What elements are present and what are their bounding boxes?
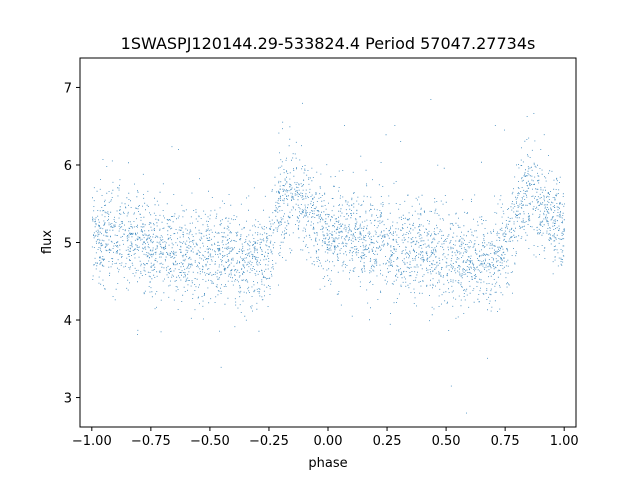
y-tick-label: 3: [64, 392, 72, 407]
x-axis: −1.00 −0.75 −0.50 −0.25 0.00 0.25 0.50 0.75 1.00: [72, 427, 579, 449]
y-tick-label: 7: [64, 81, 72, 96]
y-tick-label: 5: [64, 237, 72, 252]
scatter-points: [91, 99, 566, 414]
y-axis: 3 4 5 6 7: [64, 81, 80, 407]
x-tick-label: 0.00: [314, 434, 343, 449]
x-tick-label: 0.75: [491, 434, 520, 449]
x-tick-label: 1.00: [550, 434, 579, 449]
x-tick-label: 0.50: [432, 434, 461, 449]
y-tick-label: 6: [64, 159, 72, 174]
x-tick-label: 0.25: [373, 434, 402, 449]
x-axis-label: phase: [308, 456, 347, 471]
x-tick-label: −1.00: [72, 434, 112, 449]
y-tick-label: 4: [64, 314, 72, 329]
x-tick-label: −0.50: [190, 434, 230, 449]
chart-title: 1SWASPJ120144.29-533824.4 Period 57047.2…: [121, 34, 536, 53]
scatter-point-cloud: [91, 99, 566, 414]
y-axis-label: flux: [40, 230, 55, 254]
x-tick-label: −0.75: [131, 434, 171, 449]
x-tick-label: −0.25: [249, 434, 289, 449]
